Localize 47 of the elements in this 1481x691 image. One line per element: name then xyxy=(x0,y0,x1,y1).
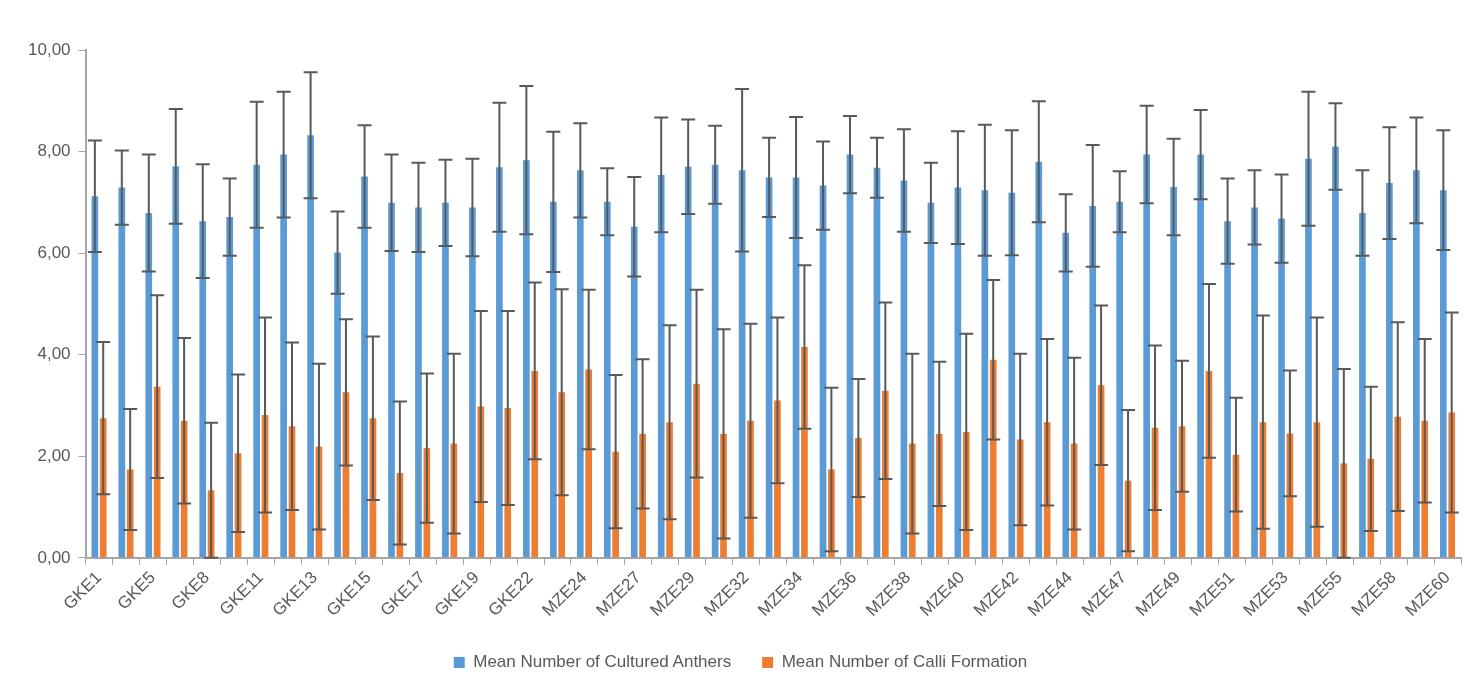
bar xyxy=(657,174,665,558)
bar xyxy=(496,167,503,558)
legend-label: Mean Number of Cultured Anthers xyxy=(473,652,732,672)
bar xyxy=(684,166,692,558)
bar xyxy=(253,164,261,558)
bar xyxy=(630,226,638,558)
bar xyxy=(118,187,126,558)
bar xyxy=(1305,158,1312,558)
bar xyxy=(361,176,368,558)
bar xyxy=(1413,170,1420,558)
y-tick-label: 4,00 xyxy=(37,344,71,364)
legend-label: Mean Number of Calli Formation xyxy=(781,652,1028,672)
bar xyxy=(1224,221,1231,558)
bar xyxy=(307,135,314,558)
bar xyxy=(280,154,287,558)
bar xyxy=(199,221,207,558)
bar xyxy=(1439,190,1447,558)
bar xyxy=(1143,154,1151,558)
bar xyxy=(1170,187,1177,558)
y-tick-label: 0,00 xyxy=(37,547,71,567)
bar xyxy=(1386,183,1393,558)
bar xyxy=(226,217,234,558)
bar xyxy=(1251,207,1258,558)
bar xyxy=(1062,232,1070,558)
bar xyxy=(1035,161,1043,558)
bar xyxy=(1197,154,1204,558)
bar xyxy=(145,213,153,558)
bar xyxy=(1008,192,1016,558)
y-tick-label: 6,00 xyxy=(37,242,71,262)
bar xyxy=(1089,205,1097,558)
bar xyxy=(469,207,476,558)
y-tick-label: 2,00 xyxy=(37,445,71,465)
bar xyxy=(523,160,530,558)
bar xyxy=(603,201,611,558)
y-tick-label: 8,00 xyxy=(37,141,71,161)
bar xyxy=(549,201,557,558)
bar xyxy=(172,166,180,558)
bar xyxy=(1359,213,1366,558)
bar xyxy=(576,170,584,558)
bar xyxy=(1278,218,1285,558)
bar xyxy=(415,207,422,558)
bar xyxy=(1116,201,1124,558)
y-tick-label: 10,00 xyxy=(27,39,71,59)
bar xyxy=(388,202,395,558)
bar xyxy=(442,202,449,558)
bar xyxy=(334,252,341,558)
bar xyxy=(1332,146,1339,558)
